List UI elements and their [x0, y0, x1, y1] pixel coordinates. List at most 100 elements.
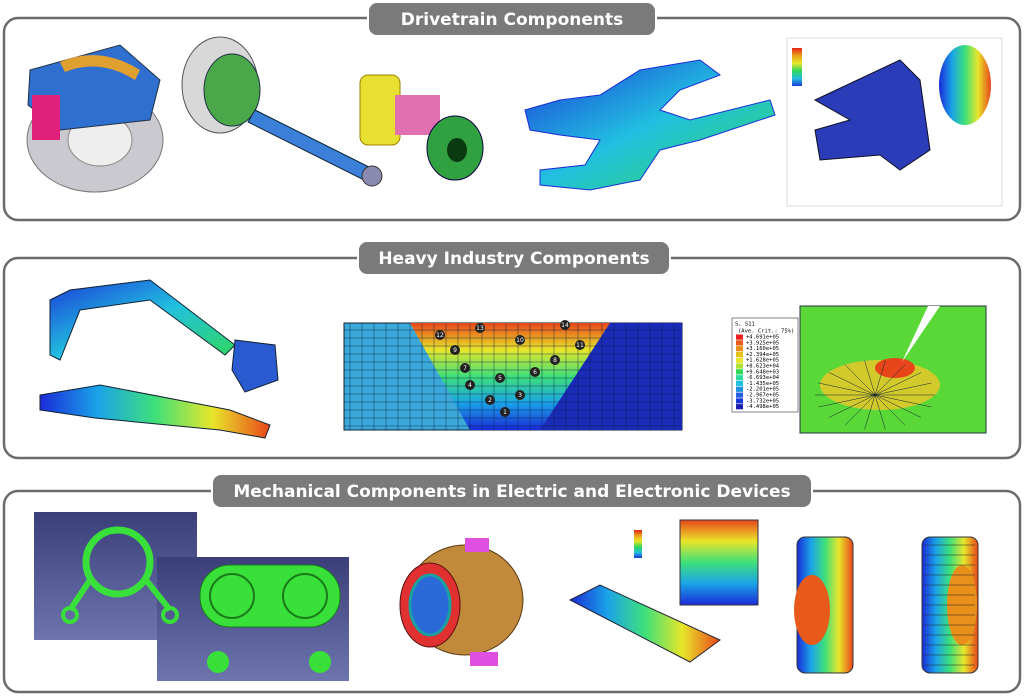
weld-bead [410, 323, 610, 430]
contour-legend-entry: +4.691e+05 [746, 335, 779, 341]
weld-pass-marker [575, 340, 585, 350]
drum-bottom [470, 652, 498, 666]
weld-pass-label: 12 [436, 332, 444, 339]
weld-pass-label: 2 [488, 397, 492, 404]
weld-pass-marker [485, 395, 495, 405]
excavator-bucket [231, 339, 279, 393]
crack-mesh-ray [828, 372, 876, 396]
drum-top [465, 538, 489, 552]
crack-mesh-ray [844, 394, 876, 426]
phone-body [568, 584, 721, 663]
contour-legend-swatch [736, 380, 743, 387]
section-header-pill [211, 473, 813, 509]
weld-pass-label: 9 [453, 347, 457, 354]
weld-pass-label: 8 [553, 357, 557, 364]
phone-corner-fea [679, 519, 759, 606]
contour-legend-swatch [736, 351, 743, 358]
excavator-boom [49, 279, 236, 361]
mini-legend [792, 48, 802, 86]
shaft-yoke [361, 165, 383, 187]
section-title: Drivetrain Components [401, 10, 623, 30]
motor-face [203, 53, 261, 127]
contour-legend-swatch [736, 346, 743, 352]
contour-legend-entry: -3.732e+05 [746, 398, 779, 404]
crack-mesh-ray [818, 394, 876, 408]
weld-pass-marker [475, 323, 485, 333]
contour-legend-entry: -4.498e+05 [746, 404, 779, 410]
crack-mesh-ray [874, 382, 932, 396]
crack-notch [902, 306, 940, 362]
contour-legend-subtitle: (Ave. Crit.: 75%) [738, 329, 794, 335]
drum-window [408, 573, 452, 637]
contour-legend-swatch [736, 334, 743, 340]
spring-pair-foot-l [207, 651, 229, 673]
coupling-yellow [359, 74, 401, 146]
weld-pass-marker [530, 367, 540, 377]
contour-legend-swatch [736, 357, 743, 363]
mini-legend-2 [634, 530, 642, 558]
phone-back-1-hot [794, 575, 830, 645]
contour-legend-title: S, S11 [735, 322, 755, 328]
weld-pass-label: 10 [516, 337, 524, 344]
weld-pass-label: 5 [498, 375, 502, 382]
contour-legend-entry: +1.628e+05 [746, 358, 779, 364]
contour-legend-entry: -2.967e+05 [746, 393, 779, 399]
contour-legend-entry: +9.648e+03 [746, 369, 779, 375]
contour-legend-entry: -2.201e+05 [746, 387, 779, 393]
crack-mesh-ray [864, 394, 876, 430]
weld-pass-label: 14 [561, 322, 569, 329]
contour-legend-swatch [736, 404, 743, 410]
weld-pass-label: 6 [533, 369, 537, 376]
spring-coil [82, 526, 154, 598]
weld-pass-marker [550, 355, 560, 365]
crack-mesh-ray [874, 394, 906, 426]
weld-pass-label: 3 [518, 392, 522, 399]
weld-pass-marker [515, 390, 525, 400]
contour-legend-swatch [736, 398, 743, 404]
frame-fea [524, 59, 776, 191]
crack-mesh-ray [818, 382, 876, 396]
contour-legend-swatch [736, 392, 743, 398]
bracket-zoom [939, 45, 991, 125]
weld-pass-marker [465, 380, 475, 390]
weld-pass-marker [500, 407, 510, 417]
contour-legend-swatch [736, 386, 743, 392]
spring-pair-l [209, 573, 255, 619]
section-header-pill [367, 1, 657, 37]
caliper-pink [32, 95, 60, 140]
weld-pass-marker [560, 320, 570, 330]
spring-pair-r [282, 573, 328, 619]
section-title: Heavy Industry Components [378, 249, 649, 269]
crack-mesh-ray [874, 394, 922, 418]
weld-pass-marker [435, 330, 445, 340]
spring-end-r [161, 606, 179, 624]
crack-mesh-ray [874, 364, 906, 396]
contour-legend-entry: +2.394e+05 [746, 352, 779, 358]
crack-mesh-ray [844, 364, 876, 396]
caliper-pad [60, 55, 140, 80]
weld-pass-label: 7 [463, 365, 467, 372]
weld-pass-label: 4 [468, 382, 472, 389]
coupling-bore [447, 138, 467, 162]
weld-pass-marker [460, 363, 470, 373]
spring-end-l [61, 606, 79, 624]
contour-legend-swatch [736, 363, 743, 369]
crack-mesh-ray [874, 360, 886, 396]
spring-legs [67, 578, 173, 612]
weld-base-right [520, 323, 682, 430]
crack-tip [875, 358, 915, 378]
crack-mesh-ray [828, 394, 876, 418]
spring-pair-foot-r [309, 651, 331, 673]
contour-legend-entry: +3.925e+05 [746, 340, 779, 346]
crack-mesh-ray [864, 360, 876, 396]
contour-legend-swatch [736, 369, 743, 375]
section-title: Mechanical Components in Electric and El… [233, 482, 790, 502]
weld-pass-marker [515, 335, 525, 345]
contour-legend-swatch [736, 375, 743, 381]
contour-legend-entry: -6.693e+04 [746, 375, 780, 381]
weld-pass-label: 11 [576, 342, 584, 349]
excavator-arm [39, 384, 271, 439]
crack-mesh-ray [874, 372, 922, 396]
